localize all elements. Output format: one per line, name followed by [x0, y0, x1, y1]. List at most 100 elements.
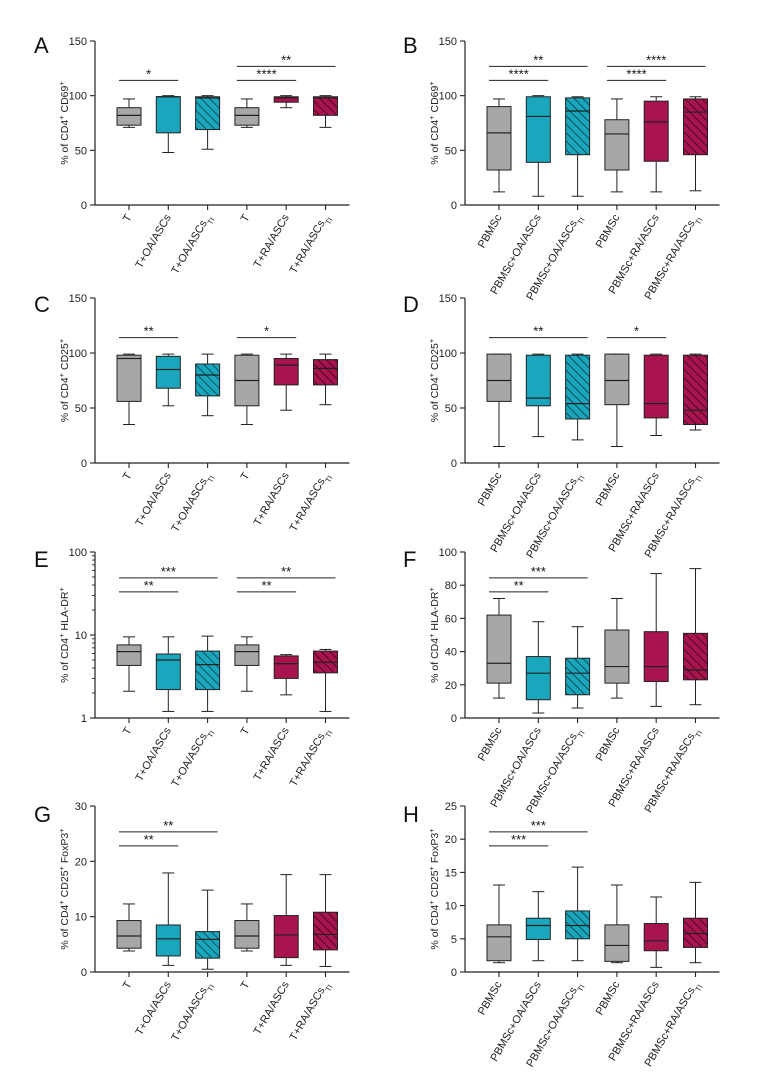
box-4	[234, 636, 260, 692]
box-body	[273, 96, 299, 103]
y-tick-label: 100	[69, 547, 87, 559]
box-2	[525, 621, 551, 714]
box-body	[195, 931, 221, 959]
box-6	[313, 95, 338, 128]
significance-label: *	[264, 324, 269, 339]
y-tick-label: 20	[445, 834, 457, 846]
y-tick-label: 60	[445, 613, 457, 625]
box-body	[565, 657, 591, 696]
significance-bar: ****	[606, 52, 706, 67]
significance-bar: ***	[489, 832, 549, 847]
category-label: T	[121, 212, 135, 224]
y-tick-label: 100	[439, 348, 457, 360]
box-body	[155, 355, 181, 389]
box-body	[643, 631, 669, 682]
category-label: T+RA/ASCs	[252, 725, 292, 783]
y-axis-label: % of CD4+ HLA-DR+	[427, 587, 442, 683]
box-6	[313, 353, 338, 406]
category-label: T+RA/ASCs	[252, 979, 292, 1037]
significance-bar: ***	[119, 564, 218, 579]
box-1	[486, 884, 512, 964]
significance-bar: *	[606, 324, 667, 339]
y-axis-label: % of CD4+ CD25+	[57, 338, 72, 422]
y-tick-label: 0	[81, 200, 87, 212]
box-body	[313, 359, 338, 386]
box-body	[486, 614, 512, 684]
category-label: T	[239, 979, 253, 991]
box-body	[643, 100, 669, 162]
significance-label: **	[533, 52, 543, 67]
box-6	[683, 353, 708, 431]
box-body	[643, 354, 669, 419]
panel-h: H 0 5 10 15 20 25 % of CD4+ CD25+ FoxP3+ PBMSc PB…	[403, 801, 720, 1069]
category-label: T	[239, 725, 253, 737]
panel-letter: H	[403, 802, 419, 827]
y-tick-label: 10	[75, 912, 87, 924]
box-3	[565, 96, 591, 197]
significance-bar: **	[489, 52, 588, 67]
box-6	[683, 96, 708, 192]
box-4	[234, 98, 260, 128]
y-tick-label: 40	[445, 647, 457, 659]
significance-label: **	[144, 832, 154, 847]
significance-bar: **	[236, 578, 297, 593]
significance-label: ***	[511, 832, 526, 847]
box-5	[643, 96, 669, 193]
y-axis-label: % of CD4+ CD69+	[427, 81, 442, 165]
category-label: PBMSc	[476, 979, 505, 1017]
box-6	[313, 874, 338, 967]
category-label: T+OA/ASCs	[133, 979, 174, 1038]
box-body	[525, 96, 551, 163]
box-body	[313, 96, 338, 116]
y-tick-label: 25	[445, 801, 457, 813]
box-4	[604, 353, 630, 447]
box-1	[486, 597, 512, 699]
y-tick-label: 100	[69, 91, 87, 103]
significance-bar: **	[489, 324, 588, 339]
significance-bar: ****	[236, 66, 297, 81]
box-body	[313, 911, 338, 951]
box-3	[565, 866, 591, 962]
box-body	[116, 644, 142, 666]
significance-bar: ***	[489, 564, 588, 579]
category-label: T+OA/ASCsTI	[169, 980, 216, 1046]
category-label: T+OA/ASCsTI	[169, 213, 216, 279]
box-5	[273, 874, 299, 966]
category-label: T+RA/ASCs	[252, 470, 292, 528]
box-2	[525, 95, 551, 197]
box-4	[604, 597, 630, 699]
y-axis-label: % of CD4+ HLA-DR+	[57, 587, 72, 683]
y-tick-label: 0	[451, 967, 457, 979]
category-label: PBMSc	[594, 725, 623, 763]
category-label: PBMSc	[594, 470, 623, 508]
box-body	[525, 917, 551, 940]
box-body	[195, 650, 221, 691]
y-tick-label: 50	[75, 145, 87, 157]
y-tick-label: 100	[439, 91, 457, 103]
panel-letter: E	[34, 547, 49, 572]
significance-bar: *	[119, 66, 179, 81]
box-body	[234, 107, 260, 126]
y-tick-label: 150	[439, 36, 457, 48]
y-tick-label: 0	[451, 713, 457, 725]
box-5	[273, 353, 299, 411]
category-label: T+RA/ASCs	[252, 212, 292, 270]
box-body	[234, 920, 260, 949]
category-label: T+RA/ASCsTI	[288, 726, 335, 791]
y-tick-label: 5	[451, 934, 457, 946]
box-2	[155, 636, 181, 712]
y-tick-label: 150	[69, 293, 87, 305]
box-2	[155, 353, 181, 407]
significance-label: **	[144, 324, 154, 339]
box-body	[525, 656, 551, 701]
significance-bar: **	[119, 832, 179, 847]
box-5	[273, 95, 299, 109]
panel-letter: C	[34, 292, 50, 317]
significance-label: **	[514, 578, 524, 593]
category-label: PBMSc	[476, 725, 505, 763]
